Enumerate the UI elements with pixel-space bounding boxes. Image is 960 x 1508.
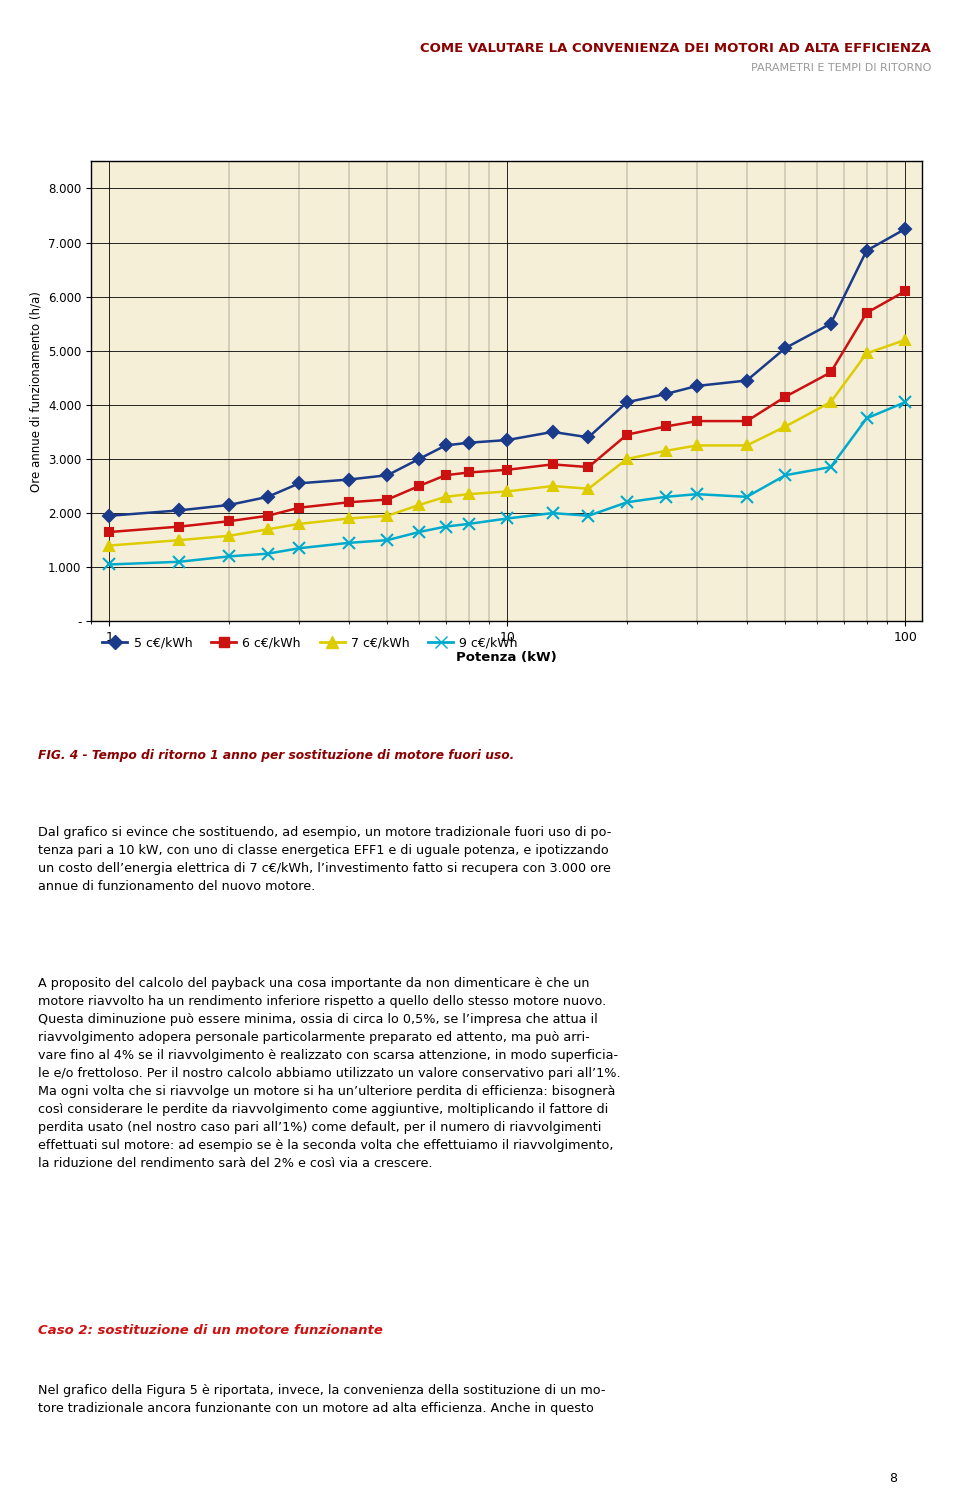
X-axis label: Potenza (kW): Potenza (kW) [456, 651, 557, 664]
Text: A proposito del calcolo del payback una cosa importante da non dimenticare è che: A proposito del calcolo del payback una … [38, 977, 621, 1170]
Text: 8: 8 [889, 1472, 897, 1485]
Text: Caso 2: sostituzione di un motore funzionante: Caso 2: sostituzione di un motore funzio… [38, 1324, 383, 1338]
Legend: 5 c€/kWh, 6 c€/kWh, 7 c€/kWh, 9 c€/kWh: 5 c€/kWh, 6 c€/kWh, 7 c€/kWh, 9 c€/kWh [98, 632, 523, 654]
Text: Nel grafico della Figura 5 è riportata, invece, la convenienza della sostituzion: Nel grafico della Figura 5 è riportata, … [38, 1384, 606, 1416]
Text: FIG. 4 - Tempo di ritorno 1 anno per sostituzione di motore fuori uso.: FIG. 4 - Tempo di ritorno 1 anno per sos… [38, 749, 515, 763]
Text: COME VALUTARE LA CONVENIENZA DEI MOTORI AD ALTA EFFICIENZA: COME VALUTARE LA CONVENIENZA DEI MOTORI … [420, 42, 931, 56]
Y-axis label: Ore annue di funzionamento (h/a): Ore annue di funzionamento (h/a) [30, 291, 42, 492]
Text: Dal grafico si evince che sostituendo, ad esempio, un motore tradizionale fuori : Dal grafico si evince che sostituendo, a… [38, 826, 612, 893]
Text: PARAMETRI E TEMPI DI RITORNO: PARAMETRI E TEMPI DI RITORNO [751, 63, 931, 74]
